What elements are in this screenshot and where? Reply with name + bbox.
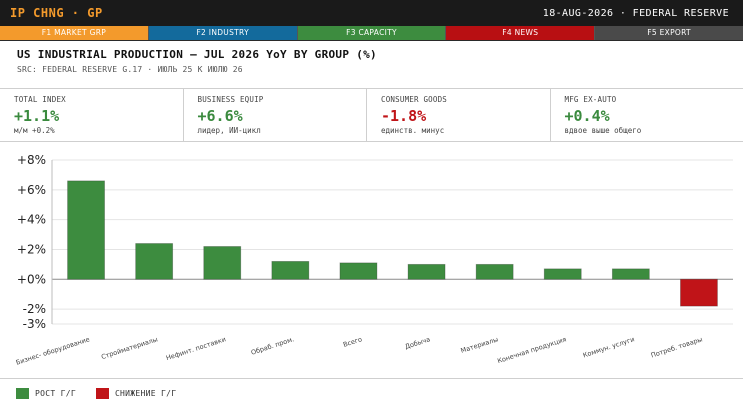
- x-tick-label: Всего: [342, 335, 363, 349]
- kpi-note: единств. минус: [381, 126, 445, 135]
- kpi-value: -1.8%: [381, 107, 427, 125]
- bar: [407, 263, 446, 280]
- kpi-consumer-goods: CONSUMER GOODS -1.8% единств. минус: [377, 89, 551, 141]
- x-tick-label: Обраб. пром.: [250, 335, 295, 356]
- legend-label-growth: РОСТ Г/Г: [35, 388, 76, 398]
- bar: [339, 262, 378, 280]
- y-tick-label: +6%: [17, 183, 46, 197]
- chart-area: +8% +6% +4% +2% +0% -2% -3% Бизнес- оборудовани…: [0, 142, 743, 379]
- legend-swatch-decline: [95, 387, 109, 399]
- bar: [680, 278, 718, 307]
- fkey-f3-capacity[interactable]: F3 CAPACITY: [297, 26, 447, 40]
- terminal-brand: IP CHNG · GP: [10, 6, 103, 20]
- legend-item-growth: РОСТ Г/Г: [16, 387, 76, 399]
- chart-legend: РОСТ Г/Г СНИЖЕНИЕ Г/Г: [0, 379, 743, 407]
- kpi-note: лидер, ИИ-цикл: [197, 126, 261, 135]
- kpi-business-equip: BUSINESS EQUIP +6.6% лидер, ИИ-цикл: [194, 89, 367, 141]
- bar: [475, 263, 514, 280]
- x-tick-label: Бизнес- оборудование: [15, 335, 91, 366]
- chart-title: US INDUSTRIAL PRODUCTION — JUL 2026 YoY …: [17, 48, 377, 61]
- kpi-label: CONSUMER GOODS: [381, 95, 448, 104]
- y-tick-label: +0%: [17, 272, 46, 286]
- bar-chart: +8% +6% +4% +2% +0% -2%-3% Бизнес- оборудовани…: [15, 153, 733, 367]
- bar: [135, 243, 174, 280]
- legend-item-decline: СНИЖЕНИЕ Г/Г: [95, 387, 177, 399]
- kpi-label: MFG EX-AUTO: [564, 95, 617, 104]
- fkey-f4-news[interactable]: F4 NEWS: [446, 26, 596, 40]
- x-tick-label: Добыча: [404, 335, 431, 351]
- x-tick-label: Потреб. товары: [650, 335, 704, 359]
- x-tick-label: Нефинт. поставки: [165, 335, 227, 362]
- bar: [67, 180, 105, 280]
- chart-header: US INDUSTRIAL PRODUCTION — JUL 2026 YoY …: [0, 41, 743, 89]
- bar: [611, 268, 650, 280]
- kpi-value: +1.1%: [14, 107, 60, 125]
- function-key-bar: F1 MARKET GRP F2 INDUSTRY F3 CAPACITY F4…: [0, 26, 743, 41]
- fkey-f5-export[interactable]: F5 EXPORT: [595, 26, 743, 40]
- kpi-label: TOTAL INDEX: [14, 95, 66, 104]
- top-bar: IP CHNG · GP 18-AUG-2026 · FEDERAL RESER…: [0, 0, 743, 26]
- y-tick-label: -2%: [23, 302, 46, 316]
- kpi-mfg-ex-auto: MFG EX-AUTO +0.4% вдвое выше общего: [561, 89, 734, 141]
- kpi-note: м/м +0.2%: [14, 126, 55, 135]
- x-tick-label: Коммун. услуги: [582, 335, 636, 359]
- kpi-note: вдвое выше общего: [564, 126, 642, 135]
- y-tick-label: -3%: [23, 317, 46, 331]
- fkey-f2-industry[interactable]: F2 INDUSTRY: [148, 26, 298, 40]
- legend-label-decline: СНИЖЕНИЕ Г/Г: [114, 388, 177, 398]
- x-tick-label: Конечная продукция: [496, 335, 567, 365]
- kpi-total-index: TOTAL INDEX +1.1% м/м +0.2%: [10, 89, 184, 141]
- bar: [271, 260, 310, 280]
- legend-swatch-growth: [16, 387, 29, 399]
- bar: [543, 268, 582, 280]
- date-source-label: 18-AUG-2026 · FEDERAL RESERVE: [542, 7, 729, 19]
- y-tick-label: +8%: [17, 153, 46, 167]
- kpi-label: BUSINESS EQUIP: [197, 95, 264, 104]
- bar: [203, 246, 242, 280]
- y-tick-label: +4%: [17, 213, 46, 227]
- chart-subtitle: SRC: FEDERAL RESERVE G.17 · ИЮЛЬ 25 К ИЮ…: [17, 65, 243, 74]
- x-tick-label: Материалы: [460, 335, 500, 355]
- kpi-value: +0.4%: [564, 107, 610, 125]
- kpi-strip: TOTAL INDEX +1.1% м/м +0.2% BUSINESS EQU…: [0, 89, 743, 142]
- x-tick-label: Стройматериалы: [100, 335, 159, 361]
- kpi-value: +6.6%: [197, 107, 243, 125]
- y-tick-label: +2%: [17, 242, 46, 256]
- fkey-f1-market-grp[interactable]: F1 MARKET GRP: [0, 26, 149, 40]
